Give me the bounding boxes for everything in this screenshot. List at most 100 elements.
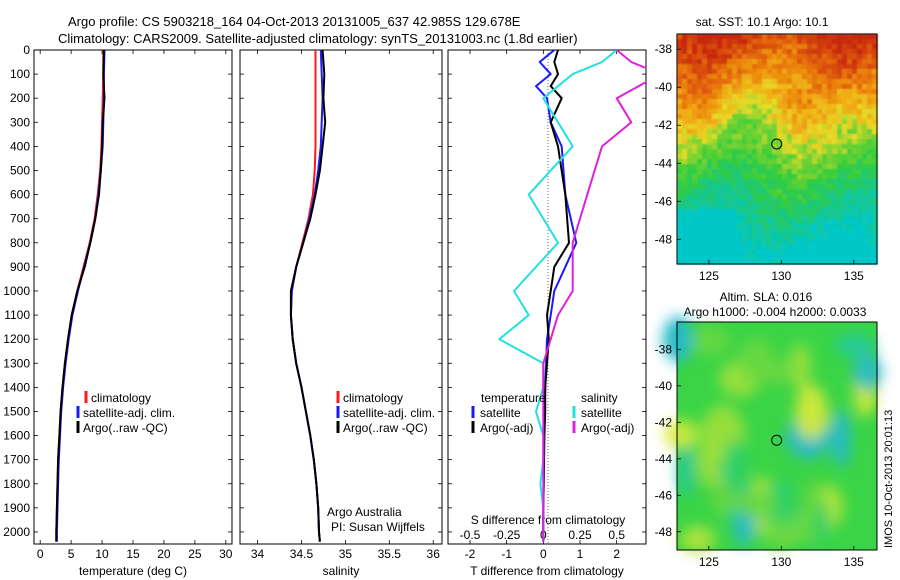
map-y-tick-label: -46	[655, 194, 673, 208]
depth-axis: 0 100 200 300 400 500 600 700 800 900 1000 1100 1200…	[3, 43, 646, 539]
series-line-salinity-argo-adj-	[542, 50, 646, 542]
depth-tick-label: 300	[10, 115, 30, 129]
legend-label-climatology: climatology	[91, 391, 151, 405]
depth-tick-label: 200	[10, 91, 30, 105]
s-difference-x-axis: -0.5 -0.25 0 0.25 0.5	[460, 528, 626, 542]
x-tick-label: 10	[95, 547, 109, 561]
s-diff-tick-label: 0.5	[608, 528, 625, 542]
figure-title-line1: Argo profile: CS 5903218_164 04-Oct-2013…	[68, 14, 521, 29]
legend-label-temp-argo: Argo(-adj)	[480, 421, 533, 435]
temperature-x-axis: 0 5 10 15 20 25 30	[37, 50, 233, 561]
sla-map-title-line2: Argo h1000: -0.004 h2000: 0.0033	[684, 305, 867, 319]
temperature-panel-frame	[33, 49, 233, 545]
map-y-tick-label: -48	[655, 525, 673, 539]
depth-tick-label: 600	[10, 188, 30, 202]
sst-heatmap	[677, 34, 878, 265]
x-tick-label: 30	[219, 547, 233, 561]
salinity-panel-frame	[239, 49, 443, 545]
series-line-salinity-satellite	[498, 50, 618, 542]
map-x-tick-label: 130	[771, 269, 791, 283]
map-x-tick-label: 135	[844, 555, 864, 569]
x-tick-label: 34.5	[290, 547, 314, 561]
map-y-tick-label: -40	[655, 379, 673, 393]
series-line-argo-raw-qc-	[55, 50, 106, 542]
x-tick-label: 25	[188, 547, 202, 561]
depth-tick-label: 1500	[3, 404, 30, 418]
sst-map-title: sat. SST: 10.1 Argo: 10.1	[696, 15, 829, 29]
map-x-tick-label: 125	[699, 269, 719, 283]
x-tick-label: -1	[501, 547, 512, 561]
map-y-tick-label: -38	[655, 342, 673, 356]
s-diff-tick-label: -0.5	[460, 528, 481, 542]
legend-title-temperature: temperature	[481, 391, 546, 405]
depth-tick-label: 1300	[3, 356, 30, 370]
depth-tick-label: 1900	[3, 501, 30, 515]
x-tick-label: 15	[126, 547, 140, 561]
sla-map-title-line1: Altim. SLA: 0.016	[720, 290, 813, 304]
temperature-axis-label: temperature (deg C)	[79, 564, 187, 578]
x-tick-label: 1	[577, 547, 584, 561]
s-diff-tick-label: 0.25	[568, 528, 592, 542]
temperature-legend: climatology satellite-adj. clim. Argo(..…	[76, 391, 175, 435]
depth-tick-label: 1200	[3, 332, 30, 346]
legend-label-climatology: climatology	[343, 391, 403, 405]
depth-tick-label: 400	[10, 139, 30, 153]
map-y-tick-label: -38	[655, 42, 673, 56]
map-y-tick-label: -42	[655, 118, 673, 132]
map-y-tick-label: -46	[655, 488, 673, 502]
depth-tick-label: 700	[10, 212, 30, 226]
x-tick-label: 0	[540, 547, 547, 561]
argo-float-marker	[771, 138, 783, 150]
legend-label-argo: Argo(..raw -QC)	[83, 421, 168, 435]
x-tick-label: 35	[339, 547, 353, 561]
figure-title-line2: Climatology: CARS2009. Satellite-adjuste…	[58, 31, 578, 46]
t-difference-axis-label: T difference from climatology	[470, 564, 624, 578]
annotation-pi: PI: Susan Wijffels	[331, 520, 425, 534]
map-y-tick-label: -44	[655, 452, 673, 466]
s-difference-axis-label: S difference from climatology	[471, 513, 626, 527]
sst-map-frame	[676, 33, 878, 265]
map-y-tick-label: -44	[655, 156, 673, 170]
legend-label-argo: Argo(..raw -QC)	[343, 421, 428, 435]
salinity-axis-label: salinity	[323, 564, 360, 578]
depth-tick-label: 1400	[3, 380, 30, 394]
depth-tick-label: 1700	[3, 453, 30, 467]
x-tick-label: 2	[613, 547, 620, 561]
map-y-tick-label: -40	[655, 80, 673, 94]
sst-map-axes: 125 130 135 -38 -40 -42 -44 -46 -48	[655, 42, 864, 283]
x-tick-label: -2	[465, 547, 476, 561]
salinity-x-axis: 34 34.5 35 35.5 36	[251, 50, 440, 561]
sla-heatmap	[662, 315, 882, 553]
imos-timestamp-label: IMOS 10-Oct-2013 20:01:13	[883, 410, 895, 548]
x-tick-label: 34	[251, 547, 265, 561]
x-tick-label: 20	[157, 547, 171, 561]
x-tick-label: 0	[37, 547, 44, 561]
depth-tick-label: 1600	[3, 429, 30, 443]
depth-tick-label: 0	[23, 43, 30, 57]
map-y-tick-label: -48	[655, 232, 673, 246]
salinity-profile-lines	[289, 50, 327, 542]
legend-label-satellite-clim: satellite-adj. clim.	[343, 406, 435, 420]
legend-label-temp-satellite: satellite	[480, 406, 521, 420]
depth-tick-label: 800	[10, 236, 30, 250]
sla-map-frame	[676, 321, 878, 551]
difference-panel-frame	[447, 49, 647, 545]
map-x-tick-label: 135	[844, 269, 864, 283]
difference-legend: temperature satellite Argo(-adj) salinit…	[471, 391, 634, 435]
s-diff-tick-label: -0.25	[493, 528, 521, 542]
sla-map-axes: 125 130 135 -38 -40 -42 -44 -46 -48	[655, 342, 864, 569]
legend-label-sal-argo: Argo(-adj)	[581, 421, 634, 435]
series-line-argo-raw-qc-	[289, 50, 327, 542]
legend-label-satellite-clim: satellite-adj. clim.	[83, 406, 175, 420]
difference-profile-lines	[498, 50, 646, 542]
depth-tick-label: 1000	[3, 284, 30, 298]
x-tick-label: 36	[427, 547, 441, 561]
temperature-profile-lines	[55, 50, 106, 542]
t-difference-x-axis: -2 -1 0 1 2	[465, 50, 620, 561]
depth-tick-label: 500	[10, 163, 30, 177]
salinity-legend: climatology satellite-adj. clim. Argo(..…	[336, 391, 435, 435]
map-x-tick-label: 130	[771, 555, 791, 569]
x-tick-label: 5	[68, 547, 75, 561]
legend-title-salinity: salinity	[581, 391, 618, 405]
